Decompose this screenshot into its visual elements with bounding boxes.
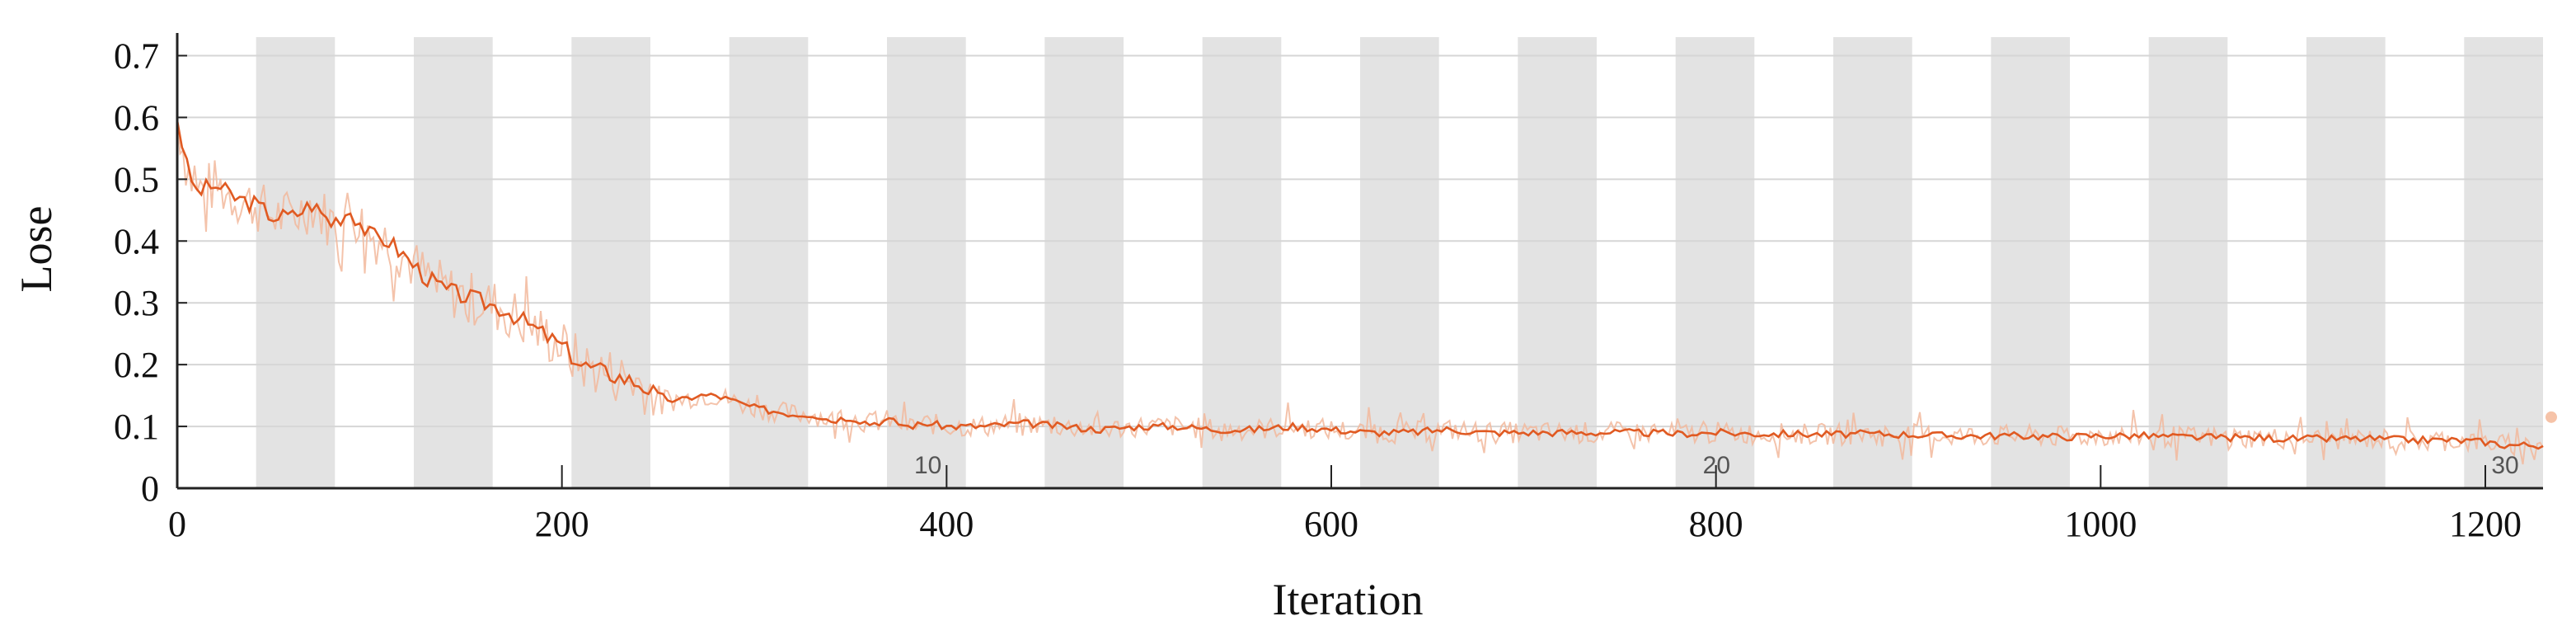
epoch-band [2148,37,2228,488]
axes [176,33,2543,490]
x-axis-ticks: 0 200 400 600 800 1000 1200 [168,465,2522,544]
y-tick-label: 0.7 [114,35,159,76]
epoch-band [1360,37,1439,488]
epoch-labels: 10 20 30 [914,452,2519,479]
y-tick-label: 0 [141,468,159,509]
x-tick-label: 0 [168,504,186,544]
x-axis-title: Iteration [1273,575,1424,624]
x-tick-label: 1000 [2064,504,2137,544]
y-tick-label: 0.5 [114,159,159,200]
epoch-band [414,37,493,488]
epoch-bands [256,37,2543,488]
smoothed-loss-series [176,120,2557,450]
epoch-band [2464,37,2543,488]
y-tick-label: 0.4 [114,221,159,261]
epoch-band [1518,37,1597,488]
epoch-band [256,37,335,488]
x-tick-label: 400 [919,504,974,544]
y-tick-label: 0.1 [114,407,159,447]
x-tick-label: 1200 [2449,504,2522,544]
epoch-band [1044,37,1124,488]
x-tick-label: 800 [1689,504,1743,544]
y-axis-title: Lose [12,206,61,293]
y-tick-label: 0.2 [114,345,159,385]
grid-lines [177,54,2543,428]
epoch-band [1202,37,1282,488]
epoch-band [2306,37,2386,488]
y-tick-label: 0.3 [114,283,159,323]
epoch-band [571,37,650,488]
y-tick-label: 0.6 [114,97,159,138]
epoch-label: 30 [2491,452,2518,479]
epoch-label: 20 [1703,452,1730,479]
x-tick-label: 600 [1304,504,1358,544]
epoch-band [1991,37,2070,488]
y-axis-ticks: 0 0.1 0.2 0.3 0.4 0.5 0.6 0.7 [114,35,187,509]
smoothed-loss-line [176,120,2544,450]
epoch-band [887,37,966,488]
x-tick-label: 200 [535,504,589,544]
epoch-band [1675,37,1755,488]
epoch-band [1833,37,1912,488]
series-end-marker [2546,411,2557,423]
epoch-label: 10 [914,452,941,479]
